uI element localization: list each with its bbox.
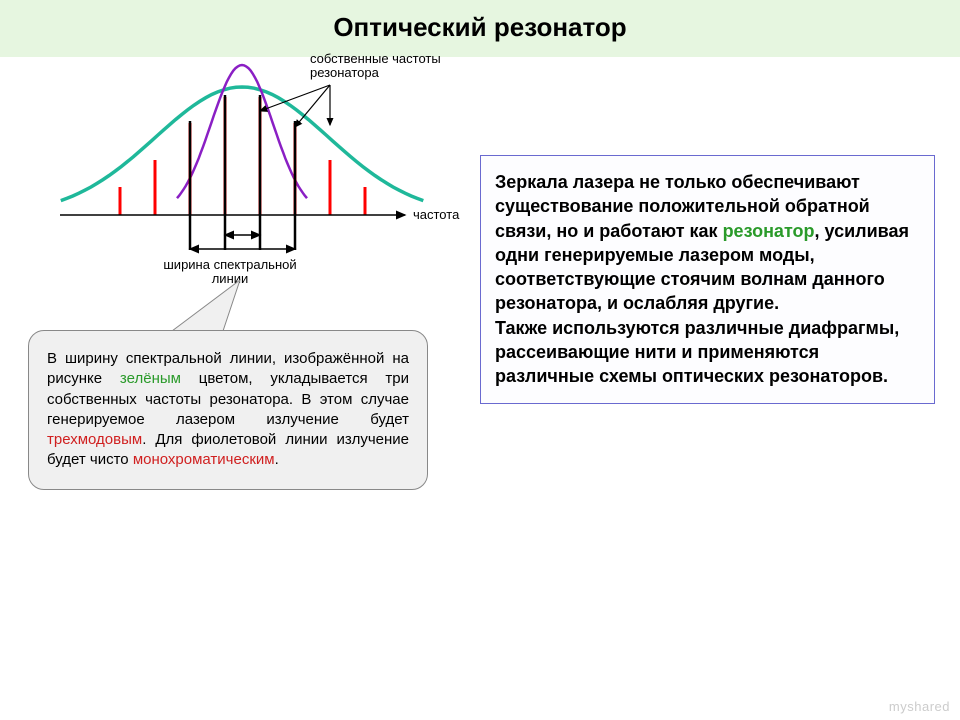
spectrum-diagram: собственные частотырезонатораширина спек…: [60, 55, 480, 275]
info-box: Зеркала лазера не только обеспечивают су…: [480, 155, 935, 404]
watermark: myshared: [889, 699, 950, 714]
svg-text:собственные частотырезонатора: собственные частотырезонатора: [310, 51, 441, 80]
callout-bubble: В ширину спектральной линии, изображённо…: [28, 330, 428, 490]
svg-text:ширина спектральнойлинии: ширина спектральнойлинии: [163, 257, 296, 286]
title-text: Оптический резонатор: [333, 12, 626, 42]
page-title: Оптический резонатор: [0, 0, 960, 57]
svg-text:частота: частота: [413, 207, 460, 222]
